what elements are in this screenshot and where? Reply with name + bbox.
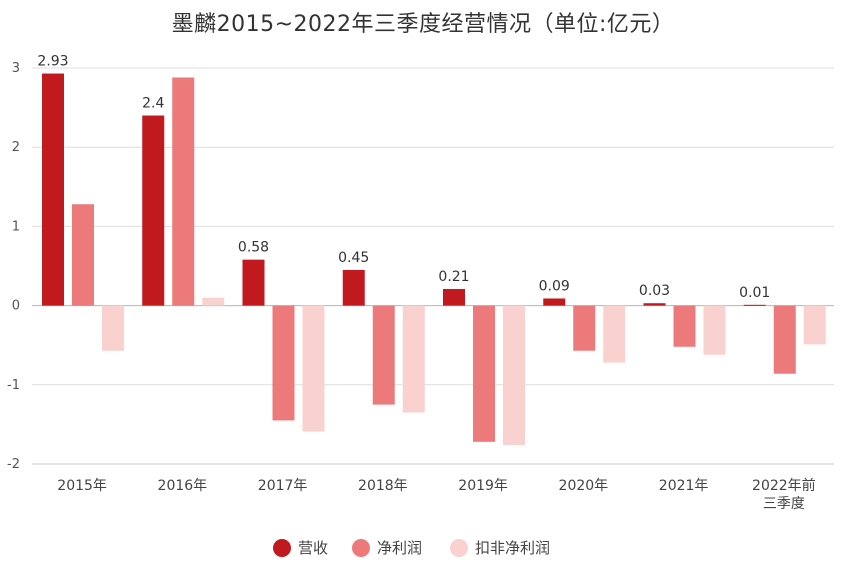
legend-label: 净利润 bbox=[377, 539, 422, 557]
bar-1 bbox=[443, 288, 465, 306]
bar-3 bbox=[803, 305, 826, 345]
bar-2 bbox=[272, 305, 295, 421]
bar-3 bbox=[503, 305, 525, 445]
bar-3 bbox=[703, 305, 726, 355]
legend-marker bbox=[273, 539, 291, 557]
bar-2 bbox=[673, 305, 696, 347]
bar-1 bbox=[242, 259, 265, 306]
data-label: 0.03 bbox=[639, 283, 670, 299]
bar-1 bbox=[543, 298, 566, 306]
bar-3 bbox=[402, 305, 425, 413]
data-label: 0.45 bbox=[338, 250, 369, 266]
bar-1 bbox=[743, 304, 766, 306]
bar-1 bbox=[643, 303, 666, 306]
data-label: 2.4 bbox=[142, 96, 164, 112]
x-tick-label: 2020年 bbox=[559, 478, 609, 494]
bar-3 bbox=[202, 297, 225, 306]
y-tick-label: -1 bbox=[7, 378, 20, 393]
bar-2 bbox=[72, 204, 94, 306]
legend-label: 扣非净利润 bbox=[475, 539, 550, 557]
bar-3 bbox=[102, 305, 124, 351]
y-tick-label: 3 bbox=[12, 61, 20, 76]
y-tick-label: 1 bbox=[12, 219, 20, 234]
x-tick-label: 2018年 bbox=[358, 478, 408, 494]
bar-2 bbox=[473, 305, 495, 442]
legend-marker bbox=[352, 539, 370, 557]
data-label: 2.93 bbox=[37, 54, 68, 70]
chart-title: 墨麟2015~2022年三季度经营情况（单位:亿元） bbox=[171, 12, 675, 37]
x-tick-label: 三季度 bbox=[763, 496, 805, 512]
bar-2 bbox=[172, 77, 195, 306]
data-label: 0.09 bbox=[539, 278, 570, 294]
x-tick-label: 2016年 bbox=[158, 478, 208, 494]
bar-2 bbox=[573, 305, 596, 351]
bar-1 bbox=[142, 115, 165, 306]
x-tick-label: 2019年 bbox=[458, 478, 508, 494]
bar-1 bbox=[42, 73, 64, 306]
x-tick-label: 2017年 bbox=[258, 478, 308, 494]
bar-2 bbox=[773, 305, 796, 374]
bar-3 bbox=[302, 305, 325, 432]
y-tick-label: 0 bbox=[12, 299, 20, 314]
y-tick-label: 2 bbox=[12, 140, 20, 155]
x-tick-label: 2015年 bbox=[57, 478, 107, 494]
data-label: 0.58 bbox=[238, 240, 269, 256]
x-tick-label: 2022年前 bbox=[752, 477, 816, 494]
y-tick-label: -2 bbox=[7, 457, 20, 472]
bar-1 bbox=[342, 269, 365, 306]
legend-marker bbox=[450, 539, 468, 557]
data-label: 0.01 bbox=[739, 285, 770, 301]
bar-3 bbox=[603, 305, 626, 363]
legend-label: 营收 bbox=[298, 539, 328, 557]
data-label: 0.21 bbox=[438, 269, 469, 285]
bar-2 bbox=[372, 305, 395, 405]
x-tick-label: 2021年 bbox=[659, 478, 709, 494]
